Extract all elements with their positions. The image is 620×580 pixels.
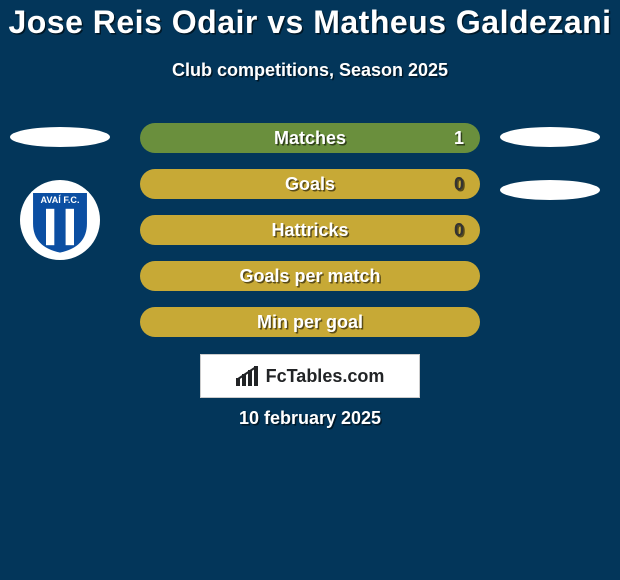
stat-value-right: 0 (454, 215, 464, 245)
crest-svg: AVAÍ F.C. (25, 185, 95, 255)
stat-label: Goals per match (239, 266, 380, 287)
right-player-placeholder-1 (500, 127, 600, 147)
left-player-placeholder (10, 127, 110, 147)
left-club-crest: AVAÍ F.C. (20, 180, 100, 260)
brand-box[interactable]: FcTables.com (200, 354, 420, 398)
stat-label: Hattricks (271, 220, 348, 241)
chart-icon (236, 366, 260, 386)
crest-stripes (38, 209, 83, 248)
stat-bar-goals-per-match: Goals per match (140, 261, 480, 291)
stat-bar-goals: Goals 0 (140, 169, 480, 199)
svg-text:AVAÍ F.C.: AVAÍ F.C. (40, 195, 79, 205)
stat-bar-min-per-goal: Min per goal (140, 307, 480, 337)
stat-value-right: 0 (454, 169, 464, 199)
stat-label: Matches (274, 128, 346, 149)
stat-label: Goals (285, 174, 335, 195)
snapshot-date: 10 february 2025 (0, 408, 620, 429)
subtitle: Club competitions, Season 2025 (0, 60, 620, 81)
comparison-card: Jose Reis Odair vs Matheus Galdezani Clu… (0, 0, 620, 580)
stat-value-right: 1 (454, 123, 464, 153)
brand-text: FcTables.com (266, 366, 385, 387)
page-title: Jose Reis Odair vs Matheus Galdezani (0, 4, 620, 41)
stat-label: Min per goal (257, 312, 363, 333)
stat-bar-matches: Matches 1 (140, 123, 480, 153)
right-player-placeholder-2 (500, 180, 600, 200)
stat-bar-hattricks: Hattricks 0 (140, 215, 480, 245)
